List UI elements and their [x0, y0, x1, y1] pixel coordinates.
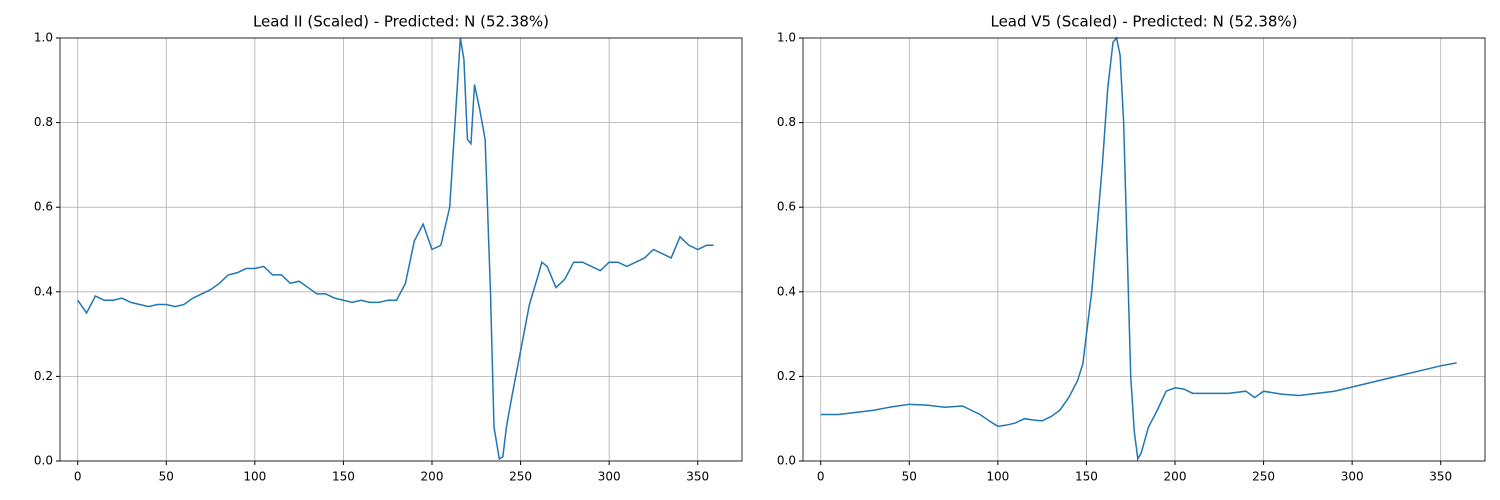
x-tick-label: 200 [421, 470, 444, 484]
axes-frame [802, 37, 1486, 462]
y-tick-label: 0.0 [34, 454, 53, 468]
x-tick-label: 150 [332, 470, 355, 484]
x-tick-label: 200 [1164, 470, 1187, 484]
y-tick-label: 0.8 [777, 115, 796, 129]
y-tick-label: 0.0 [777, 454, 796, 468]
axes-frame [59, 37, 743, 462]
y-tick-label: 0.6 [777, 200, 796, 214]
chart-title: Lead II (Scaled) - Predicted: N (52.38%) [253, 13, 549, 31]
x-tick-label: 0 [74, 470, 82, 484]
x-tick-label: 350 [1429, 470, 1452, 484]
y-tick-label: 0.2 [34, 369, 53, 383]
y-tick-label: 0.4 [34, 284, 53, 298]
ecg-line [77, 37, 714, 461]
y-tick-label: 0.8 [34, 115, 53, 129]
y-tick-label: 0.4 [777, 284, 796, 298]
x-tick-label: 300 [598, 470, 621, 484]
x-tick-label: 250 [509, 470, 532, 484]
x-tick-label: 100 [243, 470, 266, 484]
x-tick-label: 150 [1075, 470, 1098, 484]
y-tick-label: 1.0 [777, 31, 796, 45]
x-tick-label: 50 [902, 470, 917, 484]
x-tick-label: 100 [986, 470, 1009, 484]
y-tick-label: 1.0 [34, 31, 53, 45]
ecg-line [820, 36, 1457, 462]
x-tick-label: 50 [159, 470, 174, 484]
x-tick-label: 0 [817, 470, 825, 484]
y-tick-label: 0.2 [777, 369, 796, 383]
x-tick-label: 350 [686, 470, 709, 484]
x-tick-label: 250 [1252, 470, 1275, 484]
x-tick-label: 300 [1341, 470, 1364, 484]
y-tick-label: 0.6 [34, 200, 53, 214]
chart-title: Lead V5 (Scaled) - Predicted: N (52.38%) [990, 13, 1297, 31]
